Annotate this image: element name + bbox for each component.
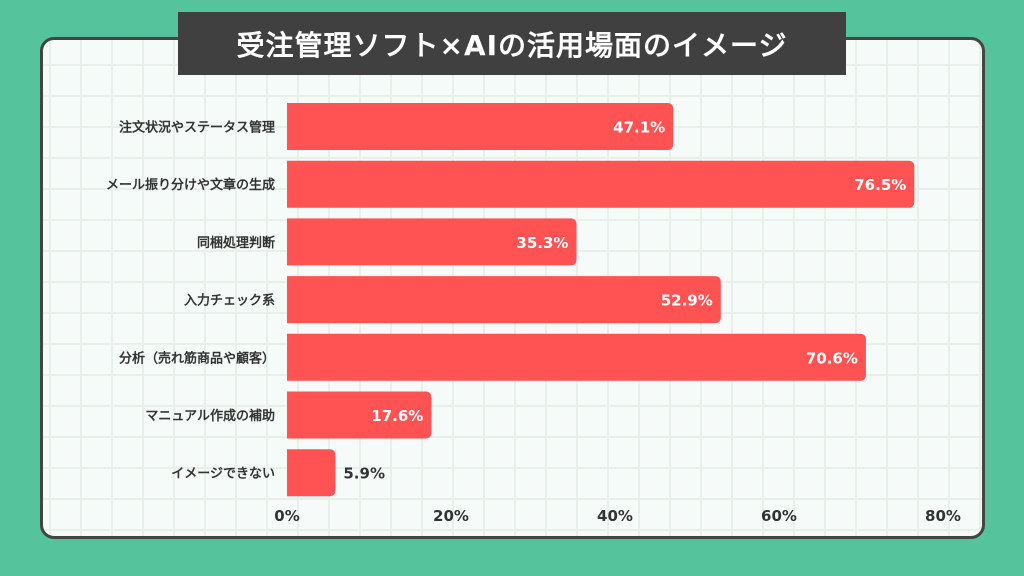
category-label: 同梱処理判断 <box>197 235 275 251</box>
bar <box>287 218 577 266</box>
x-tick-label: 0% <box>274 507 299 525</box>
category-label: 分析（売れ筋商品や顧客） <box>119 350 275 366</box>
bar <box>287 391 432 439</box>
bar <box>287 449 336 497</box>
bar <box>287 103 674 150</box>
x-tick-label: 60% <box>761 507 797 525</box>
category-label: マニュアル作成の補助 <box>145 408 275 424</box>
category-label: 注文状況やステータス管理 <box>119 120 275 136</box>
x-tick-label: 20% <box>433 507 469 525</box>
value-label: 52.9% <box>661 292 713 310</box>
category-label: 入力チェック系 <box>184 293 275 309</box>
chart-title: 受注管理ソフト×AIの活用場面のイメージ <box>178 12 846 75</box>
value-label: 47.1% <box>613 119 665 137</box>
bar <box>287 333 866 381</box>
category-label: イメージできない <box>171 467 275 482</box>
value-label: 35.3% <box>516 234 568 252</box>
value-label: 17.6% <box>371 407 423 425</box>
x-tick-label: 40% <box>597 507 633 525</box>
value-label: 76.5% <box>854 176 906 194</box>
bar <box>287 276 721 324</box>
value-label: 70.6% <box>806 349 858 367</box>
category-label: メール振り分けや文章の生成 <box>106 177 275 193</box>
bar <box>287 160 915 208</box>
x-tick-label: 80% <box>925 507 961 525</box>
value-label: 5.9% <box>343 465 385 483</box>
